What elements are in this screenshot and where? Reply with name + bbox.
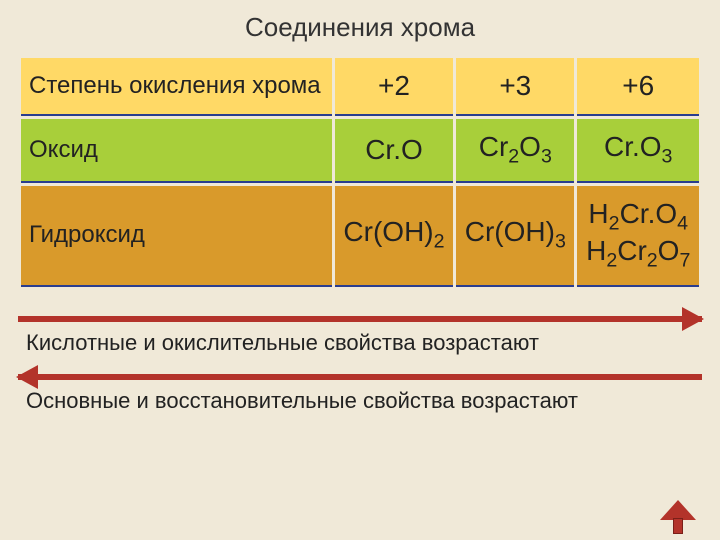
cell: +6 (577, 58, 699, 116)
caption-acidic: Кислотные и окислительные свойства возра… (26, 330, 702, 356)
cell: +3 (456, 58, 574, 116)
caption-basic: Основные и восстановительные свойства во… (26, 388, 702, 414)
compounds-table: Степень окисления хрома +2 +3 +6 Оксид C… (18, 55, 702, 290)
nav-up-icon (660, 500, 696, 520)
cell: H2Cr.O4H2Cr2O7 (577, 186, 699, 287)
row-header-oxide: Оксид (21, 119, 332, 183)
cell: Cr.O (335, 119, 453, 183)
arrow-right-wrap: Кислотные и окислительные свойства возра… (18, 316, 702, 356)
arrow-left-wrap: Основные и восстановительные свойства во… (18, 374, 702, 414)
arrows-block: Кислотные и окислительные свойства возра… (18, 316, 702, 414)
nav-up-icon-stem (673, 518, 683, 534)
arrow-left-icon (18, 374, 702, 380)
cell: Cr(OH)2 (335, 186, 453, 287)
table-row: Оксид Cr.O Cr2O3 Cr.O3 (21, 119, 699, 183)
arrow-right-icon (18, 316, 702, 322)
cell: Cr2O3 (456, 119, 574, 183)
cell: +2 (335, 58, 453, 116)
cell: Cr.O3 (577, 119, 699, 183)
row-header-oxidation: Степень окисления хрома (21, 58, 332, 116)
row-header-hydroxide: Гидроксид (21, 186, 332, 287)
nav-up-button[interactable] (660, 500, 696, 534)
table-row: Степень окисления хрома +2 +3 +6 (21, 58, 699, 116)
table-row: Гидроксид Cr(OH)2 Cr(OH)3 H2Cr.O4H2Cr2O7 (21, 186, 699, 287)
cell: Cr(OH)3 (456, 186, 574, 287)
page-title: Соединения хрома (18, 12, 702, 43)
